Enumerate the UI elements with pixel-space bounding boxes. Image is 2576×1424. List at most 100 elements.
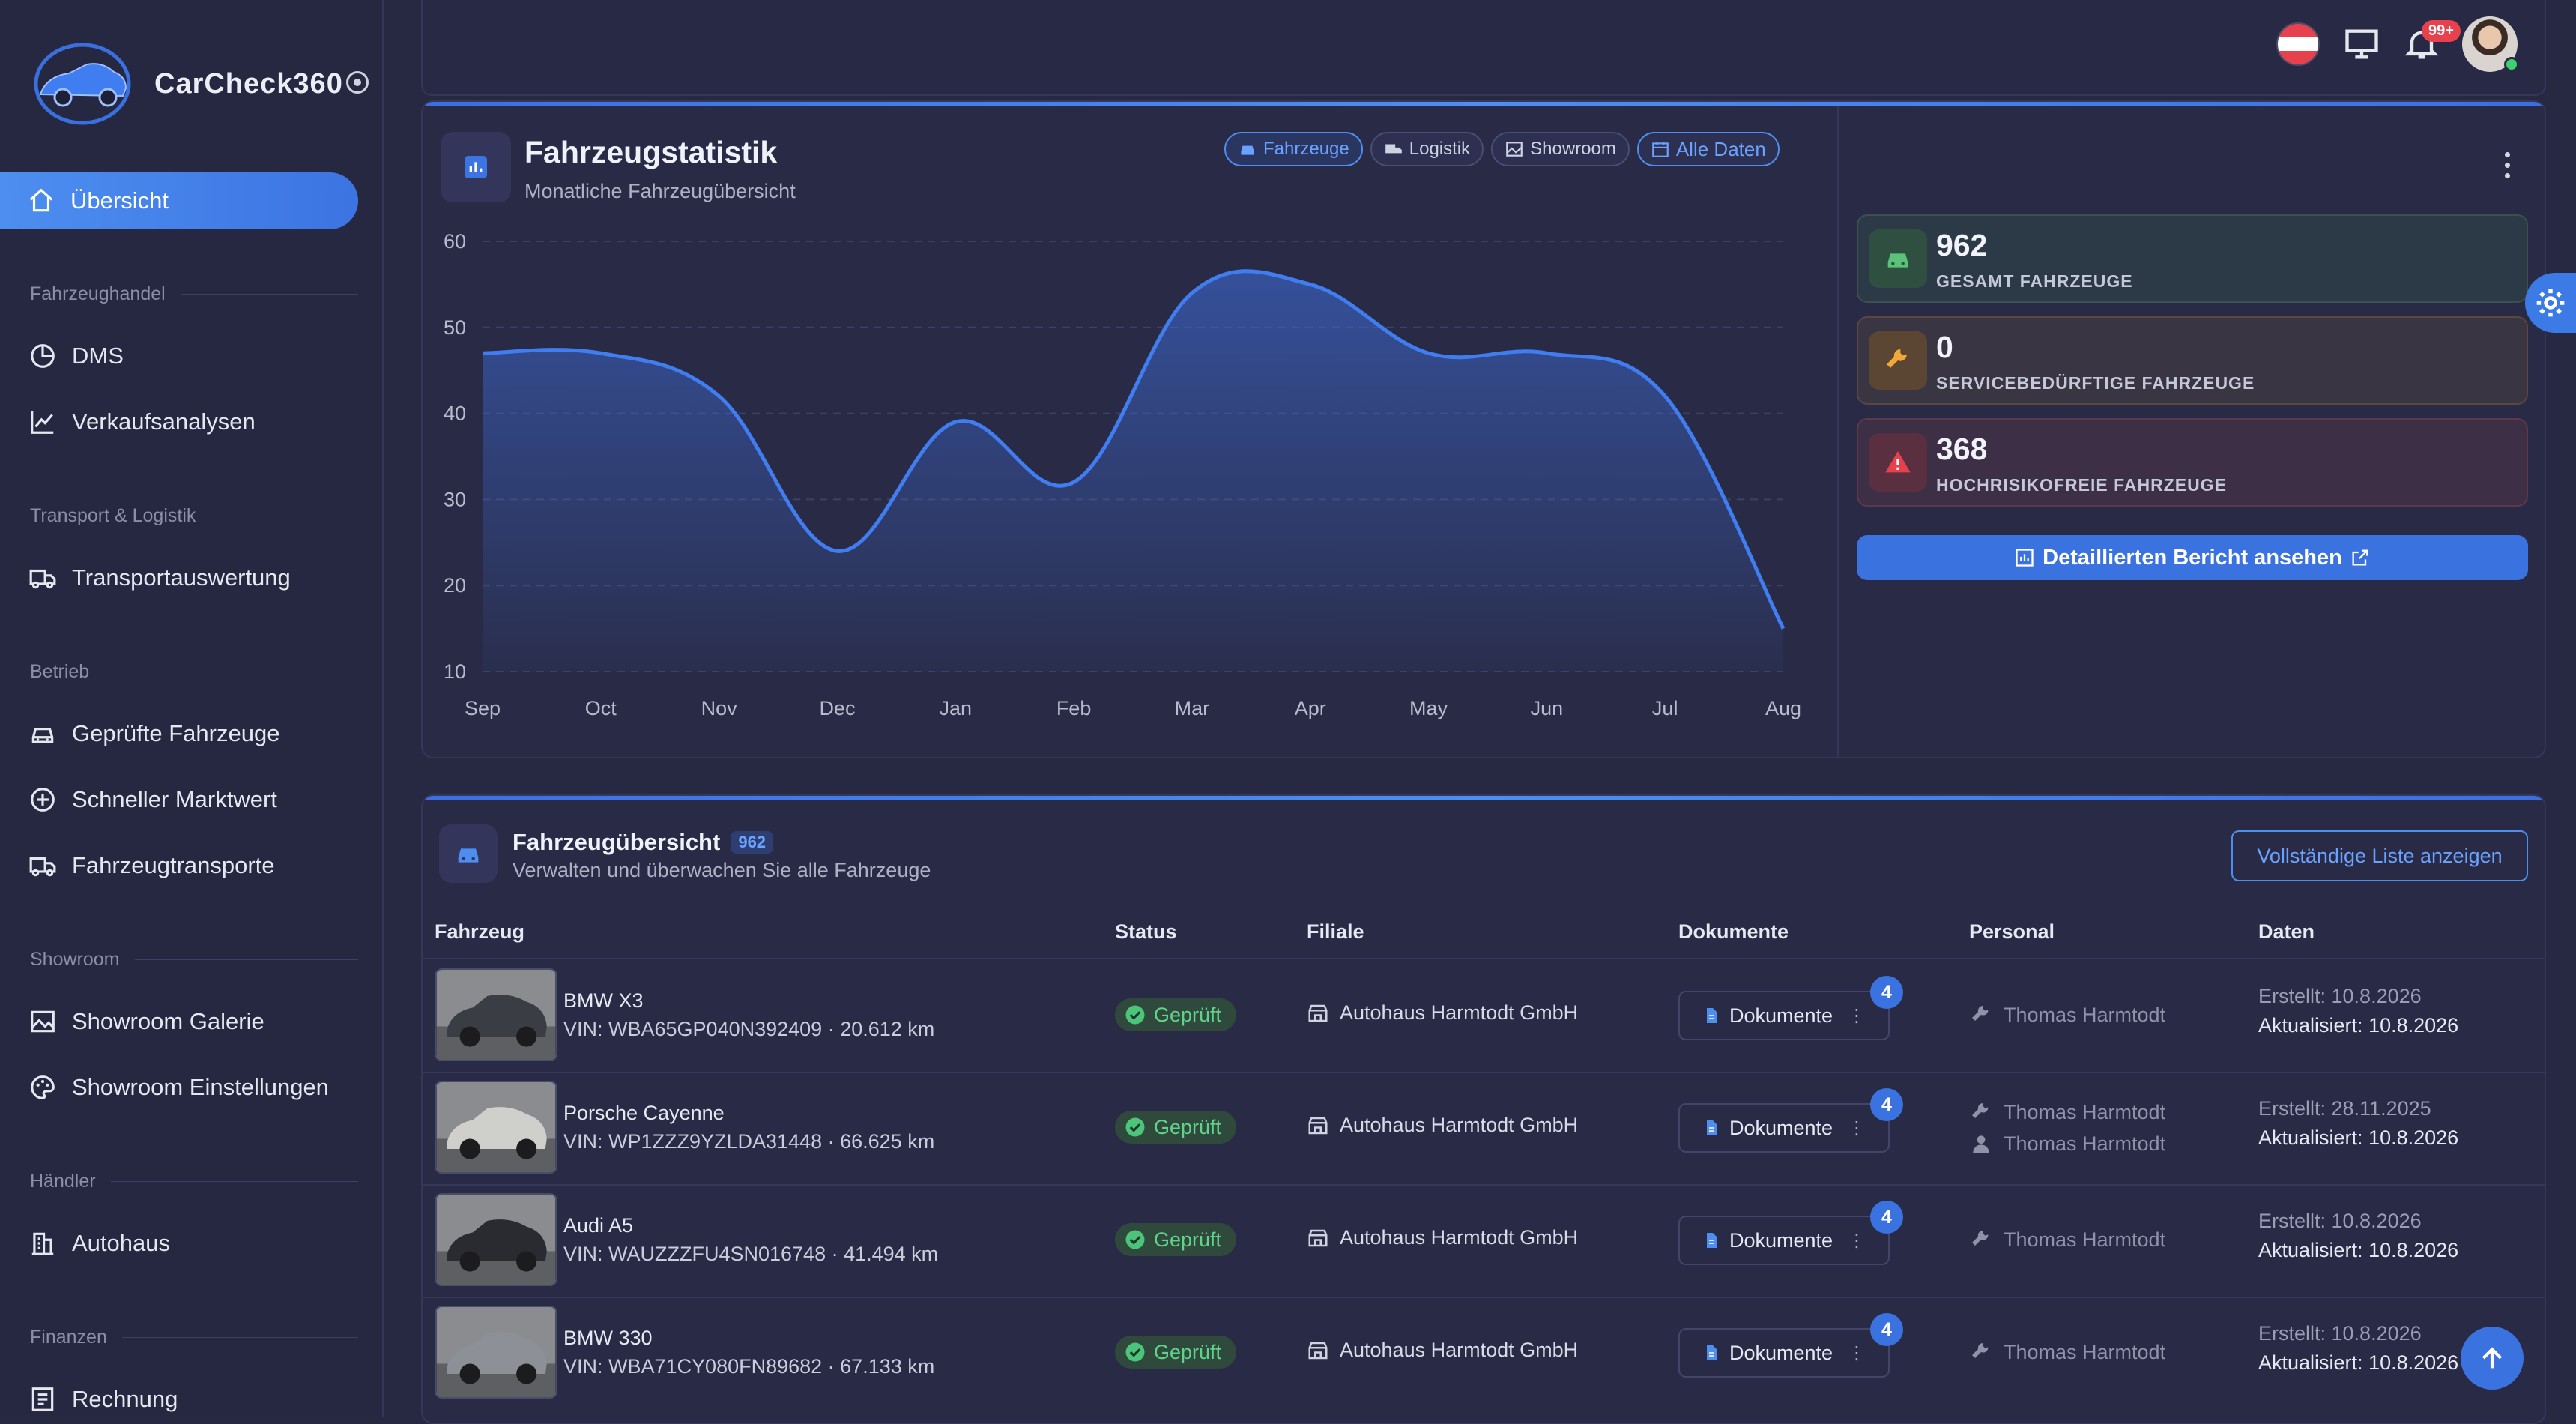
chart-area xyxy=(483,271,1783,672)
vehicle-name[interactable]: Audi A5 xyxy=(563,1214,634,1237)
x-tick-label: Sep xyxy=(465,697,501,719)
vehicle-thumbnail[interactable] xyxy=(435,1193,557,1286)
stats-filter-group: Fahrzeuge Logistik Showroom Alle Daten xyxy=(1224,132,1787,166)
nav-item-uebersicht[interactable]: Übersicht xyxy=(0,172,358,229)
wrench-icon xyxy=(1972,1230,1989,1246)
date-range-filter[interactable]: Alle Daten xyxy=(1636,132,1780,166)
nav-item-autohaus[interactable]: Autohaus xyxy=(28,1229,170,1258)
check-circle-icon xyxy=(1125,1117,1145,1137)
vehicle-name[interactable]: BMW X3 xyxy=(563,989,644,1012)
building-icon xyxy=(31,1232,54,1255)
col-header-dokumente[interactable]: Dokumente xyxy=(1678,920,1789,943)
row-divider xyxy=(423,1072,2545,1073)
vehicle-vin: VIN: WBA71CY080FN89682 · 67.133 km xyxy=(563,1355,935,1378)
kpi-service-vehicles[interactable]: 0 SERVICEBEDÜRFTIGE FAHRZEUGE xyxy=(1857,316,2528,405)
kpi-warning-icon xyxy=(1869,433,1927,492)
vehicle-thumbnail[interactable] xyxy=(435,1081,557,1174)
y-tick-label: 60 xyxy=(444,230,466,253)
vehicle-name[interactable]: BMW 330 xyxy=(563,1327,653,1349)
documents-button[interactable]: Dokumente ⋮ xyxy=(1678,1216,1890,1265)
document-count-badge: 4 xyxy=(1870,976,1903,1009)
document-count-badge: 4 xyxy=(1870,1201,1903,1234)
top-bar: 99+ xyxy=(421,0,2546,96)
y-tick-label: 30 xyxy=(444,488,466,510)
detailed-report-button[interactable]: Detaillierten Bericht ansehen xyxy=(1857,535,2528,580)
kebab-icon[interactable]: ⋮ xyxy=(1848,1342,1866,1363)
status-badge: Geprüft xyxy=(1115,1223,1237,1256)
user-avatar[interactable] xyxy=(2462,16,2519,72)
x-tick-label: Nov xyxy=(701,697,738,719)
kebab-icon[interactable]: ⋮ xyxy=(1848,1117,1866,1138)
vehicle-area-chart: 60 50 40 30 20 10 Sep Oct Nov Dec Jan Feb Mar Apr May… xyxy=(444,230,1801,719)
status-badge: Geprüft xyxy=(1115,1111,1237,1144)
chart-line xyxy=(482,269,1786,630)
filter-logistik[interactable]: Logistik xyxy=(1370,132,1484,166)
filter-showroom[interactable]: Showroom xyxy=(1491,132,1630,166)
stats-title: Fahrzeugstatistik xyxy=(524,135,778,169)
notifications-button[interactable]: 99+ xyxy=(2402,20,2461,64)
full-list-button[interactable]: Vollständige Liste anzeigen xyxy=(2231,830,2528,881)
invoice-icon xyxy=(31,1387,54,1411)
nav-item-dms[interactable]: DMS xyxy=(28,342,124,370)
display-button[interactable] xyxy=(2342,25,2381,64)
app-logo[interactable]: CarCheck360 xyxy=(30,39,369,129)
stats-menu-button[interactable] xyxy=(2492,142,2522,187)
documents-button[interactable]: Dokumente ⋮ xyxy=(1678,1103,1890,1153)
kebab-icon[interactable]: ⋮ xyxy=(1848,1005,1866,1026)
truck-icon xyxy=(1385,144,1402,154)
check-circle-icon xyxy=(1125,1005,1145,1025)
col-header-status[interactable]: Status xyxy=(1115,920,1177,943)
kpi-total-vehicles[interactable]: 962 GESAMT FAHRZEUGE xyxy=(1857,214,2528,303)
sidebar: CarCheck360 Übersicht Fahrzeughandel DMS… xyxy=(0,0,384,1417)
documents-button[interactable]: Dokumente ⋮ xyxy=(1678,991,1890,1040)
vehicle-vin: VIN: WP1ZZZ9YZLDA31448 · 66.625 km xyxy=(563,1130,935,1153)
vehicle-thumbnail[interactable] xyxy=(435,1306,557,1399)
y-tick-label: 20 xyxy=(444,574,466,597)
nav-item-verkaufsanalysen[interactable]: Verkaufsanalysen xyxy=(28,408,256,436)
vehicle-dates: Erstellt: 10.8.2026 Aktualisiert: 10.8.20… xyxy=(2258,1210,2459,1261)
x-tick-label: Feb xyxy=(1056,697,1092,719)
app-name: CarCheck360 xyxy=(154,68,369,100)
external-link-icon xyxy=(2352,549,2368,566)
section-fahrzeughandel: Fahrzeughandel xyxy=(30,283,358,305)
language-flag-austria-icon[interactable] xyxy=(2276,22,2320,66)
table-row[interactable]: Porsche Cayenne VIN: WP1ZZZ9YZLDA31448 · … xyxy=(423,1072,2545,1184)
table-row[interactable]: BMW 330 VIN: WBA71CY080FN89682 · 67.133 k… xyxy=(423,1297,2545,1409)
section-haendler: Händler xyxy=(30,1171,358,1192)
vehicle-name[interactable]: Porsche Cayenne xyxy=(563,1102,725,1124)
vehicle-thumbnail[interactable] xyxy=(435,968,557,1061)
nav-item-transportauswertung[interactable]: Transportauswertung xyxy=(28,564,291,592)
col-header-personal[interactable]: Personal xyxy=(1969,920,2055,943)
col-header-fahrzeug[interactable]: Fahrzeug xyxy=(435,920,525,943)
nav-item-showroom-einstellungen[interactable]: Showroom Einstellungen xyxy=(28,1073,329,1102)
x-tick-label: Dec xyxy=(819,697,855,719)
gear-icon xyxy=(2536,289,2565,317)
kpi-risk-free-vehicles[interactable]: 368 HOCHRISIKOFREIE FAHRZEUGE xyxy=(1857,418,2528,507)
vehicle-dates: Erstellt: 10.8.2026 Aktualisiert: 10.8.20… xyxy=(2258,1322,2459,1374)
filter-fahrzeuge[interactable]: Fahrzeuge xyxy=(1224,132,1363,166)
kebab-icon[interactable]: ⋮ xyxy=(1848,1230,1866,1251)
nav-item-rechnung[interactable]: Rechnung xyxy=(28,1385,178,1414)
scroll-to-top-button[interactable] xyxy=(2461,1327,2524,1390)
documents-button[interactable]: Dokumente ⋮ xyxy=(1678,1328,1890,1378)
section-betrieb: Betrieb xyxy=(30,661,358,683)
col-header-daten[interactable]: Daten xyxy=(2258,920,2315,943)
nav-item-gepruefte-fahrzeuge[interactable]: Geprüfte Fahrzeuge xyxy=(28,719,279,748)
vehicle-overview-title: Fahrzeugübersicht 962 xyxy=(513,829,774,856)
section-finanzen: Finanzen xyxy=(30,1327,358,1348)
document-icon xyxy=(1706,1008,1717,1023)
store-icon xyxy=(1308,1342,1328,1359)
stats-divider xyxy=(1837,106,1839,757)
nav-item-fahrzeugtransporte[interactable]: Fahrzeugtransporte xyxy=(28,851,275,880)
x-tick-label: Jan xyxy=(939,697,972,719)
settings-tab[interactable] xyxy=(2525,273,2576,333)
store-icon xyxy=(1308,1004,1328,1022)
image-icon xyxy=(1506,142,1523,157)
col-header-filiale[interactable]: Filiale xyxy=(1307,920,1364,943)
table-row[interactable]: Audi A5 VIN: WAUZZZFU4SN016748 · 41.494 k… xyxy=(423,1184,2545,1297)
nav-item-schneller-marktwert[interactable]: Schneller Marktwert xyxy=(28,785,277,814)
row-divider xyxy=(423,1184,2545,1186)
nav-item-showroom-galerie[interactable]: Showroom Galerie xyxy=(28,1007,264,1036)
status-badge: Geprüft xyxy=(1115,1336,1237,1369)
table-row[interactable]: BMW X3 VIN: WBA65GP040N392409 · 20.612 km… xyxy=(423,959,2545,1072)
